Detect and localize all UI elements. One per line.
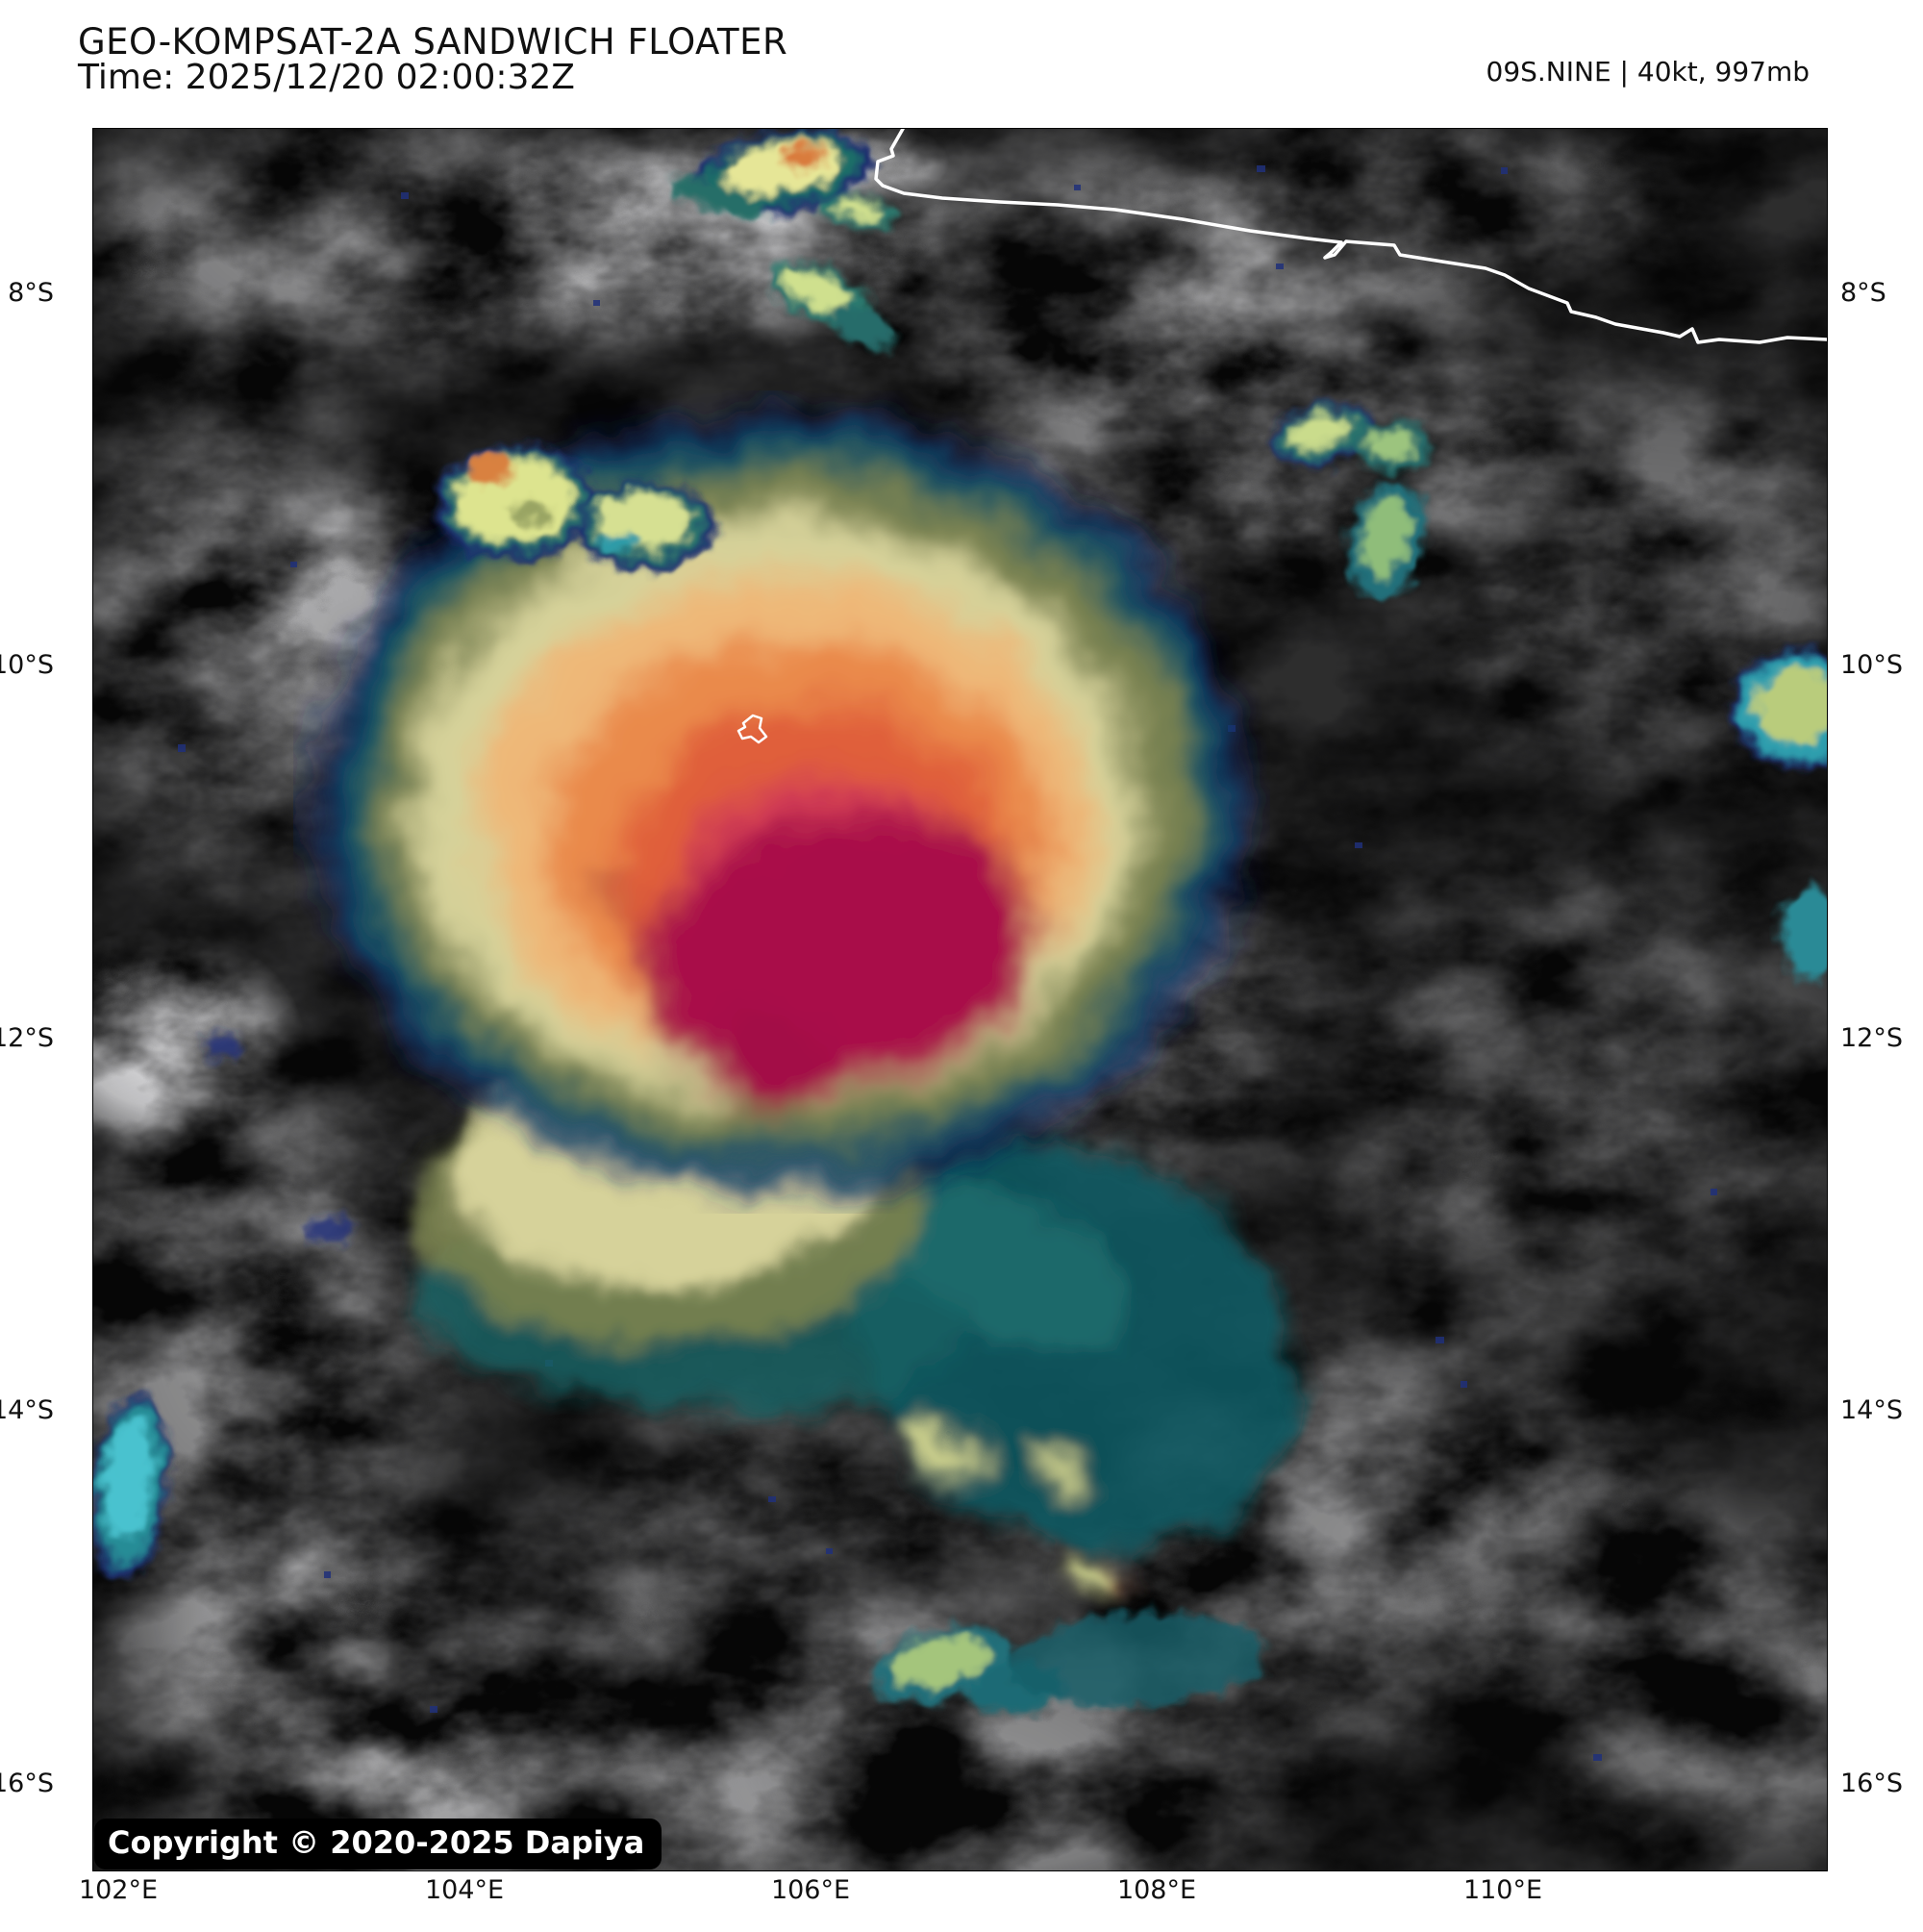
satellite-image: [93, 129, 1827, 1870]
lat-label-left: 8°S: [8, 278, 54, 308]
latitude-axis-left: 8°S 10°S 12°S 14°S 16°S: [0, 0, 75, 1932]
lon-label: 106°E: [770, 1875, 851, 1905]
lat-label-left: 12°S: [0, 1023, 54, 1053]
lat-label-left: 16°S: [0, 1769, 54, 1798]
copyright-badge: Copyright © 2020-2025 Dapiya: [94, 1819, 662, 1869]
lat-label-right: 12°S: [1840, 1023, 1903, 1053]
island-outline: [737, 714, 768, 744]
timestamp-label: Time: 2025/12/20 02:00:32Z: [78, 58, 575, 97]
page-title: GEO-KOMPSAT-2A SANDWICH FLOATER: [78, 21, 788, 63]
storm-status-label: 09S.NINE | 40kt, 997mb: [1486, 56, 1811, 88]
convective-patches: [93, 130, 1827, 1715]
lat-label-right: 8°S: [1840, 278, 1886, 308]
lat-label-right: 16°S: [1840, 1769, 1903, 1798]
lon-label: 104°E: [424, 1875, 505, 1905]
lat-label-left: 10°S: [0, 650, 54, 680]
lat-label-right: 14°S: [1840, 1395, 1903, 1425]
lon-label: 102°E: [78, 1875, 159, 1905]
lat-label-right: 10°S: [1840, 650, 1903, 680]
storm-core: [318, 415, 1245, 1189]
lon-label: 108°E: [1116, 1875, 1197, 1905]
lat-label-left: 14°S: [0, 1395, 54, 1425]
lon-label: 110°E: [1462, 1875, 1543, 1905]
coastline: [874, 129, 1827, 344]
storm-southeast-fan: [411, 1057, 1296, 1592]
satellite-map: [92, 128, 1828, 1871]
